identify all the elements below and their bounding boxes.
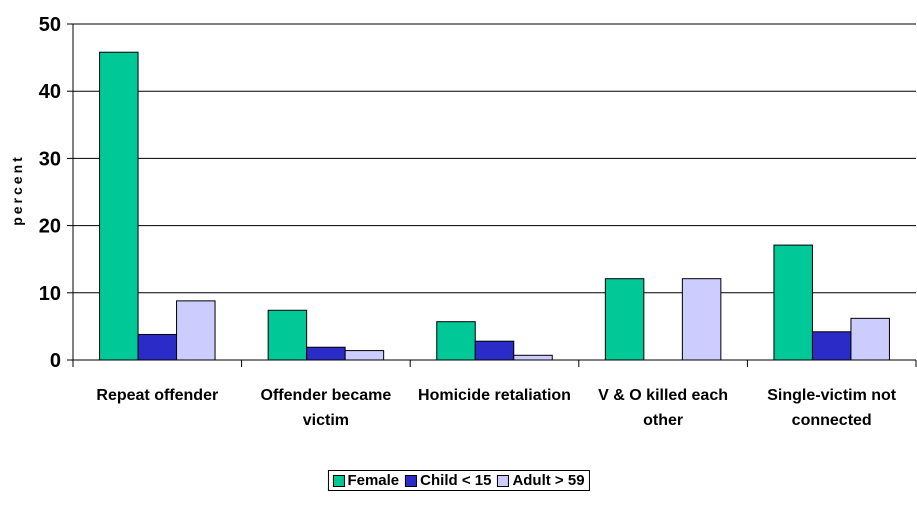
y-tick-label: 30 [39, 148, 61, 170]
bar [99, 51, 139, 361]
legend-swatch [497, 474, 510, 487]
bar [773, 244, 813, 361]
legend-swatch [405, 474, 418, 487]
bar [811, 331, 852, 361]
bar [137, 333, 178, 361]
x-tick-label: Single-victim not connected [767, 387, 897, 429]
bar [513, 354, 553, 361]
legend-item: Adult > 59 [497, 472, 585, 489]
bar [344, 350, 385, 361]
x-tick-label: V & O killed each other [598, 387, 728, 429]
y-tick-label: 50 [39, 14, 61, 36]
x-tick-label: Offender became victim [260, 387, 392, 429]
legend-label: Child < 15 [420, 472, 492, 489]
bar [604, 278, 645, 361]
legend-item: Female [332, 472, 399, 489]
bar [436, 321, 476, 361]
y-tick-label: 40 [39, 81, 61, 103]
bar [306, 346, 346, 361]
bar [681, 278, 722, 361]
bar [267, 309, 308, 361]
legend-swatch [332, 474, 345, 487]
bar [474, 340, 515, 361]
legend-item: Child < 15 [405, 472, 491, 489]
x-tick-label: Homicide retaliation [418, 387, 571, 404]
y-tick-label: 10 [39, 283, 61, 305]
y-axis-label: percent [9, 154, 25, 226]
y-tick-label: 0 [50, 350, 61, 372]
legend-label: Adult > 59 [512, 472, 585, 489]
legend: Female Child < 15 Adult > 59 [327, 470, 590, 491]
y-tick-label: 20 [39, 216, 61, 238]
bar [850, 317, 890, 361]
legend-label: Female [347, 472, 400, 489]
x-tick-label: Repeat offender [96, 387, 219, 404]
bar [176, 300, 216, 361]
